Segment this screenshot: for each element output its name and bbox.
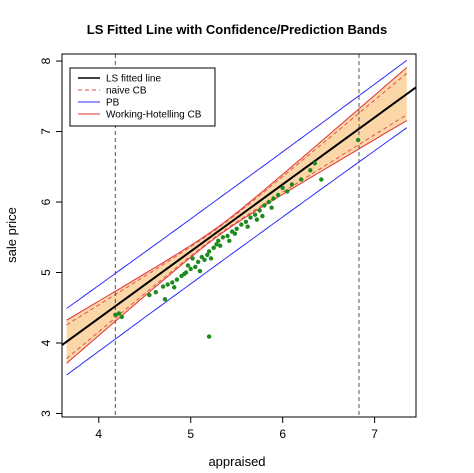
data-point-47: [280, 185, 285, 191]
data-point-25: [214, 242, 219, 247]
y-axis-label: sale price: [4, 207, 19, 263]
data-point-23: [208, 256, 214, 261]
y-tick-label-8: 8: [39, 57, 53, 64]
x-tick-label-6: 6: [279, 427, 286, 441]
data-point-38: [252, 212, 258, 217]
x-axis-label: appraised: [208, 454, 265, 469]
ls-fitted-line: [61, 86, 417, 346]
axes: 4 5 6 7 3 4 5 6 7 8: [39, 53, 417, 441]
data-point-6: [165, 282, 170, 287]
legend-label-1: naive CB: [106, 86, 147, 97]
data-point-56: [206, 334, 212, 339]
data-point-0: [113, 312, 118, 317]
data-point-43: [266, 199, 272, 205]
data-point-1: [116, 311, 122, 316]
plot-frame: [61, 53, 417, 418]
data-point-55: [162, 297, 168, 302]
data-point-53: [319, 177, 324, 182]
data-point-54: [355, 137, 361, 143]
data-point-3: [147, 292, 152, 298]
data-point-33: [234, 226, 239, 231]
x-tick-label-7: 7: [371, 427, 378, 441]
naive-cb-lower-line: [66, 114, 408, 359]
data-points: [113, 137, 361, 339]
data-point-19: [199, 254, 204, 260]
data-point-36: [245, 224, 250, 229]
data-point-46: [275, 192, 281, 198]
pb-lower-line: [66, 127, 408, 376]
data-point-34: [239, 222, 244, 227]
data-point-24: [211, 245, 216, 250]
data-point-51: [308, 168, 313, 173]
legend-label-2: PB: [106, 98, 120, 109]
data-point-16: [193, 264, 198, 270]
y-tick-label-5: 5: [39, 269, 53, 276]
y-tick-label-6: 6: [39, 198, 53, 205]
x-tick-label-4: 4: [95, 427, 102, 441]
data-point-15: [190, 256, 195, 261]
data-point-40: [257, 208, 262, 213]
data-point-32: [232, 231, 238, 236]
data-point-39: [254, 217, 260, 222]
data-point-5: [160, 284, 166, 289]
fitted-lines: [61, 54, 417, 417]
data-point-13: [185, 263, 191, 268]
data-point-4: [153, 290, 158, 295]
data-point-45: [271, 196, 276, 201]
data-point-17: [195, 259, 201, 265]
data-point-20: [202, 257, 207, 262]
naive-cb-upper-line: [66, 72, 408, 326]
y-tick-label-7: 7: [39, 128, 53, 135]
data-point-9: [174, 277, 180, 282]
data-point-42: [262, 203, 267, 208]
legend-label-0: LS fitted line: [106, 74, 161, 85]
data-point-44: [269, 205, 274, 210]
data-point-49: [289, 182, 295, 187]
data-point-29: [225, 233, 230, 239]
y-tick-label-4: 4: [39, 339, 53, 346]
data-point-50: [298, 177, 304, 182]
data-point-22: [206, 249, 212, 254]
data-point-8: [172, 285, 177, 290]
data-point-2: [119, 314, 125, 320]
data-point-21: [205, 252, 210, 258]
chart-title: LS Fitted Line with Confidence/Predictio…: [87, 22, 387, 37]
wh-upper-line: [66, 67, 408, 321]
data-point-48: [285, 189, 290, 194]
data-point-28: [220, 235, 226, 240]
wh-lower-line: [66, 120, 408, 364]
data-point-18: [197, 268, 203, 274]
data-point-52: [312, 161, 318, 166]
data-point-12: [183, 270, 189, 275]
data-point-41: [260, 213, 265, 219]
data-point-14: [188, 266, 193, 272]
data-point-26: [216, 238, 221, 243]
data-point-27: [218, 243, 223, 248]
legend-label-3: Working-Hotelling CB: [106, 110, 202, 121]
data-point-35: [243, 219, 249, 224]
data-point-37: [248, 215, 253, 220]
data-point-30: [227, 238, 232, 243]
pb-upper-line: [66, 59, 408, 309]
y-tick-label-3: 3: [39, 410, 53, 417]
data-point-7: [170, 280, 175, 285]
x-tick-label-5: 5: [187, 427, 194, 441]
